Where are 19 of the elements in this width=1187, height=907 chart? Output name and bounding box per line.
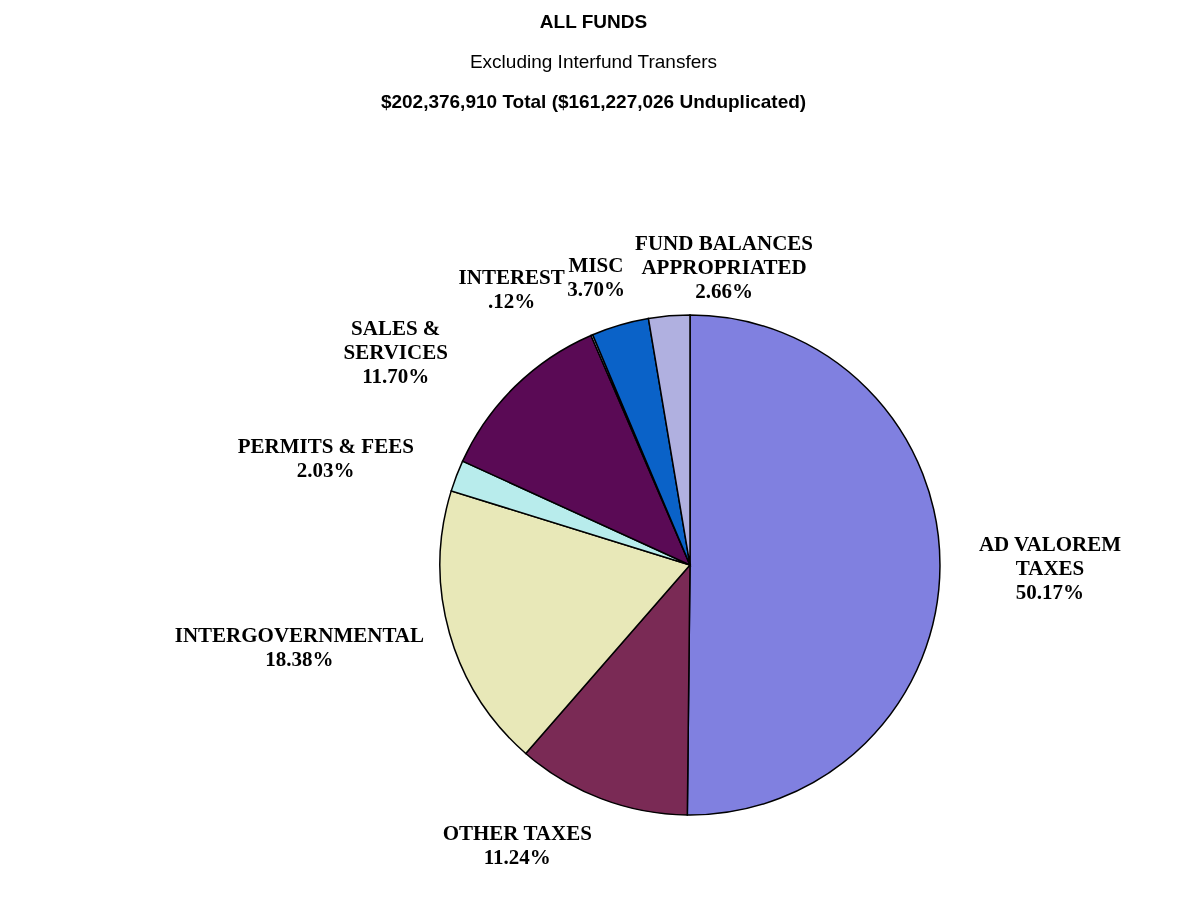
slice-label: PERMITS & FEES xyxy=(237,433,414,458)
data-label: 50.17% xyxy=(1015,579,1085,604)
chart-title: ALL FUNDS xyxy=(539,11,648,32)
slice-label: INTEREST xyxy=(458,265,565,290)
slice-label: FUND BALANCES APPROPRIATED xyxy=(635,231,814,280)
data-label: 11.24% xyxy=(483,845,551,870)
data-label: .12% xyxy=(488,289,536,314)
slice-label: INTERGOVERNMENTAL xyxy=(174,622,425,647)
text: $202,376,910 Total ($161,227,026 Unduplicated) xyxy=(380,91,807,112)
data-label: 11.70% xyxy=(362,363,430,388)
slice-label: OTHER TAXES xyxy=(442,821,592,846)
slice-label: SALES & SERVICES xyxy=(343,315,448,364)
data-label: 18.38% xyxy=(265,646,334,671)
slice-label: MISC xyxy=(568,252,624,277)
data-label: 2.03% xyxy=(296,457,355,482)
data-label: 3.70% xyxy=(567,276,625,301)
slice-label: AD VALOREM TAXES xyxy=(978,531,1122,580)
chart-subtitle: Excluding Interfund Transfers xyxy=(469,51,718,72)
data-label: 2.66% xyxy=(695,279,753,304)
